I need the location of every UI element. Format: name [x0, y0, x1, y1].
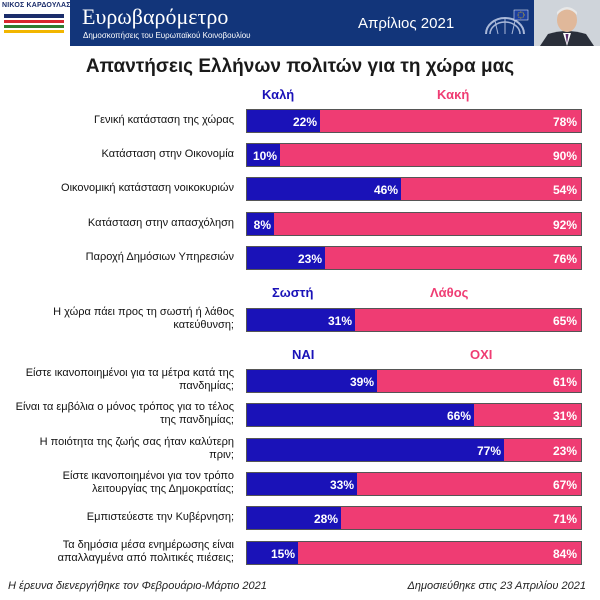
positive-value-label: 33%	[329, 478, 354, 492]
response-bar: 66% 31%	[246, 403, 582, 427]
publisher-logo: ΝΙΚΟΣ ΚΑΡΔΟΥΛΑΣ	[0, 0, 70, 46]
positive-value-label: 66%	[446, 409, 471, 423]
positive-segment: 31%	[247, 309, 355, 331]
legend-negative-label: Λάθος	[430, 285, 469, 300]
negative-value-label: 78%	[552, 115, 577, 129]
negative-value-label: 76%	[552, 252, 577, 266]
positive-segment: 33%	[247, 473, 357, 495]
question-label: Τα δημόσια μέσα ενημέρωσης είναι απαλλαγ…	[57, 539, 234, 564]
positive-segment: 28%	[247, 507, 341, 529]
response-bar: 28% 71%	[246, 506, 582, 530]
question-label: Είστε ικανοποιημένοι για τον τρόπο λειτο…	[62, 470, 234, 495]
question-label: Είναι τα εμβόλια ο μόνος τρόπος για το τ…	[15, 401, 234, 426]
european-parliament-logo	[485, 9, 529, 35]
negative-segment: 31%	[474, 404, 581, 426]
legend-positive-label: Σωστή	[272, 285, 314, 300]
positive-value-label: 8%	[253, 218, 271, 232]
header-title: Ευρωβαρόμετρο	[82, 4, 229, 29]
question-label: Είστε ικανοποιημένοι για τα μέτρα κατά τ…	[25, 367, 234, 392]
positive-segment: 10%	[247, 144, 280, 166]
positive-segment: 39%	[247, 370, 377, 392]
header-subtitle: Δημοσκοπήσεις του Ευρωπαϊκού Κοινοβουλίο…	[83, 31, 251, 40]
positive-value-label: 10%	[252, 149, 277, 163]
legend-negative-label: Κακή	[437, 87, 470, 102]
negative-segment: 65%	[355, 309, 581, 331]
header-date: Απρίλιος 2021	[358, 15, 455, 32]
negative-segment: 78%	[320, 110, 581, 132]
negative-segment: 71%	[341, 507, 581, 529]
positive-segment: 15%	[247, 542, 298, 564]
negative-segment: 61%	[377, 370, 581, 392]
question-label: Εμπιστεύεστε την Κυβέρνηση;	[86, 511, 234, 523]
footer-publication-date: Δημοσιεύθηκε στις 23 Απριλίου 2021	[407, 580, 586, 592]
positive-value-label: 28%	[313, 512, 338, 526]
negative-value-label: 92%	[552, 218, 577, 232]
positive-segment: 23%	[247, 247, 325, 269]
negative-value-label: 71%	[552, 512, 577, 526]
positive-segment: 22%	[247, 110, 320, 132]
negative-value-label: 31%	[552, 409, 577, 423]
negative-value-label: 61%	[552, 375, 577, 389]
negative-segment: 67%	[357, 473, 581, 495]
negative-value-label: 54%	[552, 183, 577, 197]
response-bar: 22% 78%	[246, 109, 582, 133]
negative-value-label: 67%	[552, 478, 577, 492]
positive-value-label: 15%	[270, 547, 295, 561]
question-label: Κατάσταση στην απασχόληση	[87, 217, 234, 229]
response-bar: 46% 54%	[246, 177, 582, 201]
negative-segment: 76%	[325, 247, 581, 269]
positive-value-label: 22%	[292, 115, 317, 129]
positive-value-label: 77%	[476, 444, 501, 458]
header-banner: ΝΙΚΟΣ ΚΑΡΔΟΥΛΑΣ Ευρωβαρόμετρο Δημοσκοπήσ…	[0, 0, 600, 46]
response-bar: 15% 84%	[246, 541, 582, 565]
negative-value-label: 90%	[552, 149, 577, 163]
negative-value-label: 65%	[552, 314, 577, 328]
legend-positive-label: ΝΑΙ	[292, 347, 315, 362]
positive-segment: 77%	[247, 439, 504, 461]
logo-graphic	[4, 14, 64, 33]
negative-value-label: 84%	[552, 547, 577, 561]
question-label: Κατάσταση στην Οικονομία	[101, 148, 234, 160]
question-label: Γενική κατάσταση της χώρας	[94, 114, 234, 126]
response-bar: 8% 92%	[246, 212, 582, 236]
negative-segment: 84%	[298, 542, 581, 564]
response-bar: 39% 61%	[246, 369, 582, 393]
positive-segment: 46%	[247, 178, 401, 200]
negative-segment: 90%	[280, 144, 581, 166]
response-bar: 33% 67%	[246, 472, 582, 496]
negative-value-label: 23%	[552, 444, 577, 458]
legend-positive-label: Καλή	[262, 87, 295, 102]
response-bar: 23% 76%	[246, 246, 582, 270]
logo-name: ΝΙΚΟΣ ΚΑΡΔΟΥΛΑΣ	[2, 2, 71, 9]
response-bar: 77% 23%	[246, 438, 582, 462]
legend-negative-label: ΟΧΙ	[470, 347, 493, 362]
negative-segment: 54%	[401, 178, 581, 200]
question-label: Η ποιότητα της ζωής σας ήταν καλύτερη πρ…	[39, 436, 234, 461]
chart-title: Απαντήσεις Ελλήνων πολιτών για τη χώρα μ…	[85, 56, 515, 77]
question-label: Οικονομική κατάσταση νοικοκυριών	[61, 182, 234, 194]
footer-survey-period: Η έρευνα διενεργήθηκε τον Φεβρουάριο-Μάρ…	[8, 580, 267, 592]
negative-segment: 23%	[504, 439, 581, 461]
positive-value-label: 39%	[349, 375, 374, 389]
positive-segment: 66%	[247, 404, 474, 426]
positive-segment: 8%	[247, 213, 274, 235]
positive-value-label: 31%	[327, 314, 352, 328]
positive-value-label: 46%	[373, 183, 398, 197]
response-bar: 31% 65%	[246, 308, 582, 332]
negative-segment: 92%	[274, 213, 581, 235]
question-label: Η χώρα πάει προς τη σωστή ή λάθος κατεύθ…	[53, 306, 234, 331]
response-bar: 10% 90%	[246, 143, 582, 167]
question-label: Παροχή Δημόσιων Υπηρεσιών	[85, 251, 234, 263]
positive-value-label: 23%	[297, 252, 322, 266]
politician-photo	[534, 0, 600, 46]
